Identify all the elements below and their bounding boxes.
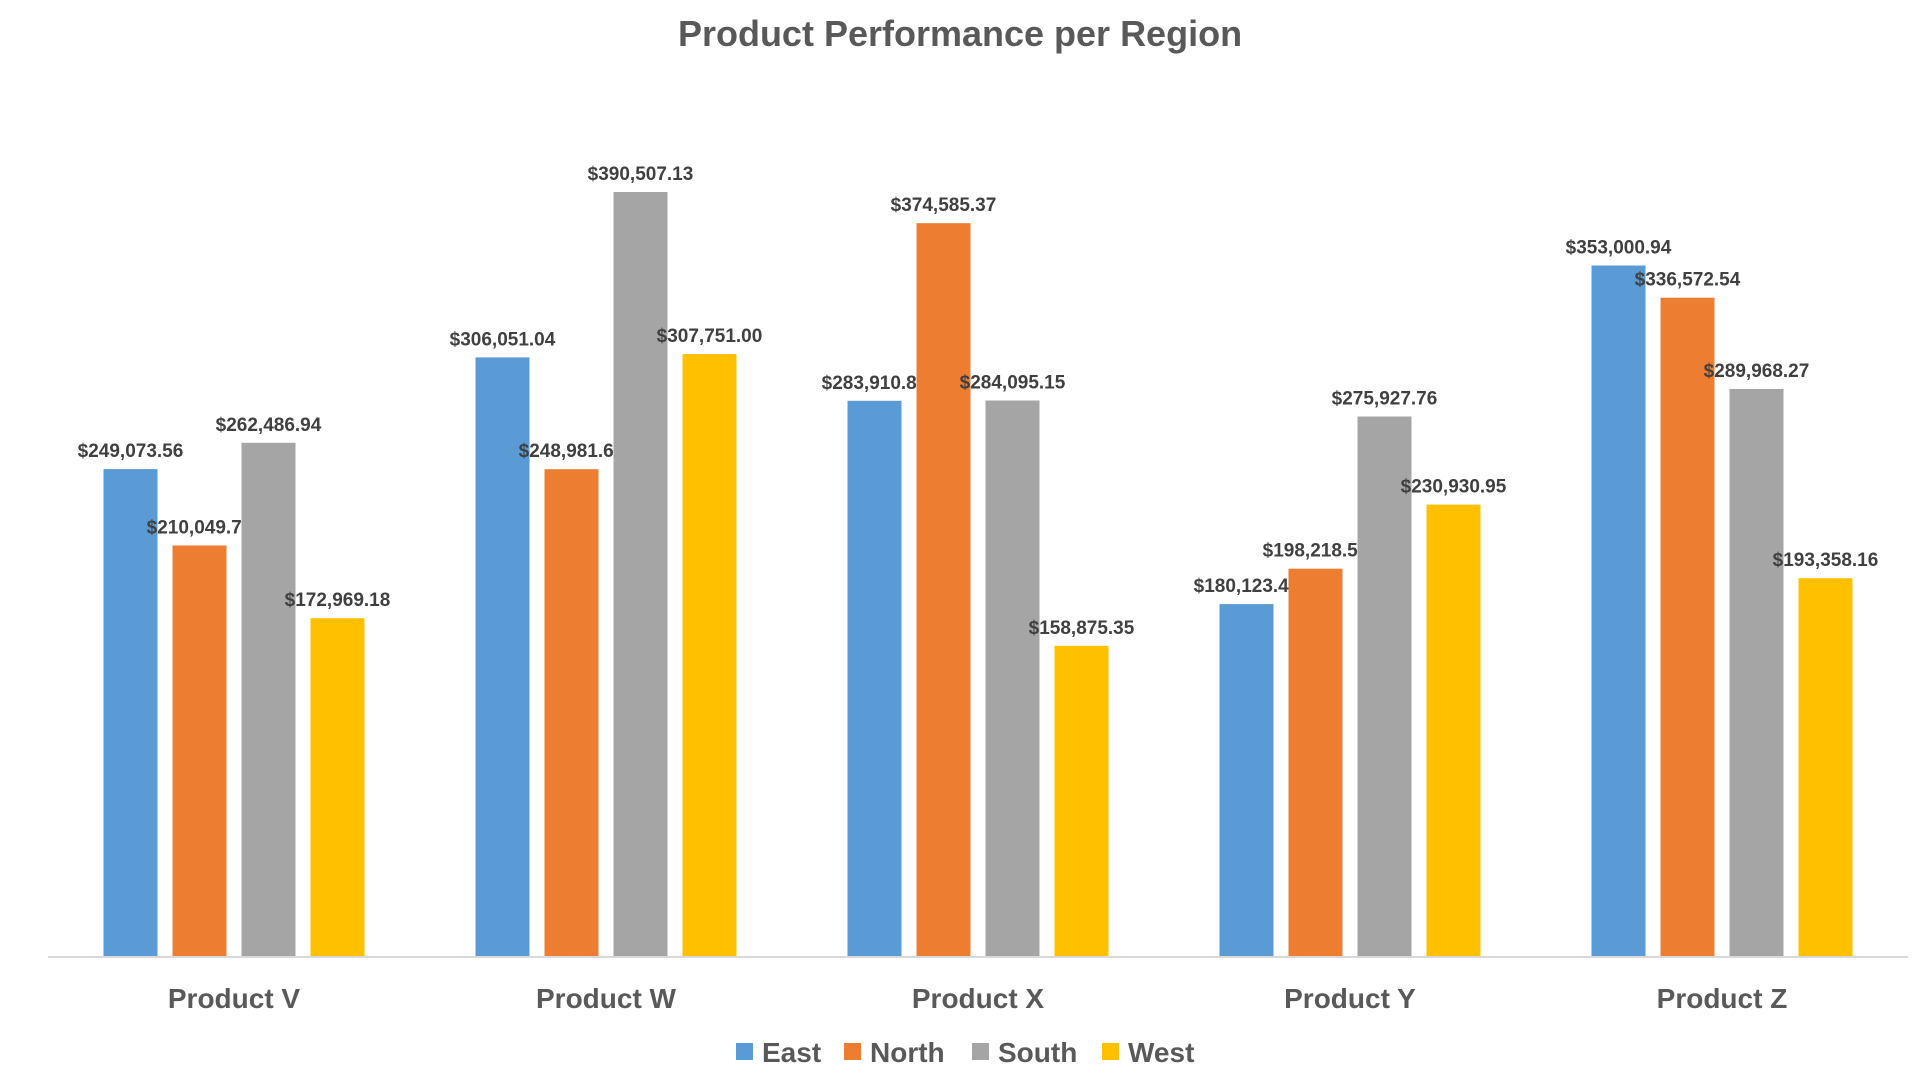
bar-west-1	[682, 354, 737, 958]
data-label-north-2: $374,585.37	[891, 195, 997, 216]
legend-item-west: West	[1102, 1037, 1194, 1068]
category-label: Product Z	[1657, 983, 1788, 1014]
legend-swatch	[972, 1043, 989, 1060]
data-label-east-3: $180,123.44	[1194, 576, 1300, 597]
bar-south-4	[1729, 389, 1784, 957]
legend-label: North	[870, 1037, 945, 1068]
data-label-west-1: $307,751.00	[657, 326, 763, 347]
data-label-east-0: $249,073.56	[78, 441, 184, 462]
data-label-west-4: $193,358.16	[1773, 550, 1879, 571]
chart-title: Product Performance per Region	[678, 13, 1242, 54]
bar-east-2	[847, 400, 902, 957]
data-label-south-1: $390,507.13	[588, 164, 694, 185]
bar-east-3	[1219, 604, 1274, 957]
bar-north-1	[544, 469, 599, 957]
bar-south-1	[613, 192, 668, 957]
bar-west-2	[1054, 645, 1109, 957]
category-label: Product V	[168, 983, 301, 1014]
bar-south-2	[985, 400, 1040, 957]
bar-north-0	[172, 545, 227, 957]
bar-east-1	[475, 357, 530, 957]
data-label-east-2: $283,910.87	[822, 373, 928, 394]
category-axis: Product V Product W Product X Product Y Prod…	[168, 983, 1787, 1014]
data-label-north-3: $198,218.50	[1263, 541, 1369, 562]
bar-east-0	[103, 469, 158, 957]
data-label-south-4: $289,968.27	[1704, 361, 1810, 382]
plot-area: $249,073.56 $210,049.71 $262,486.94 $172,96…	[78, 164, 1879, 958]
legend-swatch	[1102, 1043, 1119, 1060]
legend-label: West	[1128, 1037, 1194, 1068]
category-label: Product X	[912, 983, 1045, 1014]
data-label-south-2: $284,095.15	[960, 373, 1066, 394]
legend-label: East	[762, 1037, 821, 1068]
data-label-east-4: $353,000.94	[1566, 238, 1672, 259]
bar-south-0	[241, 442, 296, 957]
legend: East North South West	[736, 1037, 1194, 1068]
data-label-west-2: $158,875.35	[1029, 618, 1135, 639]
data-label-north-0: $210,049.71	[147, 518, 253, 539]
bar-north-2	[916, 223, 971, 957]
bar-south-3	[1357, 416, 1412, 957]
bar-east-4	[1591, 265, 1646, 957]
legend-swatch	[736, 1043, 753, 1060]
legend-label: South	[998, 1037, 1077, 1068]
data-label-east-1: $306,051.04	[450, 329, 556, 350]
data-label-west-0: $172,969.18	[285, 590, 391, 611]
legend-item-south: South	[972, 1037, 1077, 1068]
bar-north-3	[1288, 568, 1343, 957]
legend-item-east: East	[736, 1037, 821, 1068]
category-label: Product Y	[1284, 983, 1416, 1014]
bar-west-3	[1426, 504, 1481, 957]
bar-west-4	[1798, 578, 1853, 957]
data-label-north-4: $336,572.54	[1635, 270, 1741, 291]
data-label-south-0: $262,486.94	[216, 415, 322, 436]
bar-north-4	[1660, 297, 1715, 957]
data-label-west-3: $230,930.95	[1401, 477, 1507, 498]
legend-item-north: North	[844, 1037, 945, 1068]
data-label-south-3: $275,927.76	[1332, 389, 1438, 410]
category-label: Product W	[536, 983, 677, 1014]
legend-swatch	[844, 1043, 861, 1060]
data-label-north-1: $248,981.64	[519, 441, 625, 462]
bar-west-0	[310, 618, 365, 957]
